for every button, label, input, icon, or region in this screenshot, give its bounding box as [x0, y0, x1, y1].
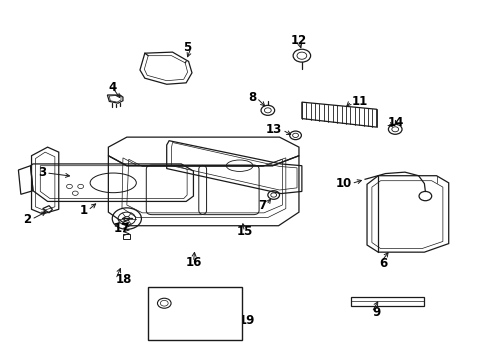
Bar: [148, 287, 241, 340]
Text: 5: 5: [183, 41, 191, 54]
Text: 4: 4: [108, 81, 116, 94]
Text: 15: 15: [236, 225, 252, 238]
Text: 11: 11: [351, 95, 367, 108]
Text: 13: 13: [265, 123, 282, 136]
Text: 16: 16: [185, 256, 201, 269]
Text: 18: 18: [116, 273, 132, 286]
Text: 3: 3: [38, 166, 46, 179]
Text: 2: 2: [23, 213, 31, 226]
Text: 8: 8: [248, 91, 256, 104]
Text: 20: 20: [205, 294, 222, 307]
Text: 12: 12: [290, 34, 306, 47]
Text: 9: 9: [371, 306, 379, 319]
Text: 19: 19: [238, 314, 255, 327]
Text: 21: 21: [210, 311, 226, 324]
Text: 1: 1: [80, 204, 88, 217]
Text: 7: 7: [258, 198, 266, 212]
Text: 17: 17: [113, 222, 129, 235]
Text: 14: 14: [387, 116, 404, 129]
Text: 10: 10: [335, 177, 351, 190]
Text: 6: 6: [379, 257, 387, 270]
